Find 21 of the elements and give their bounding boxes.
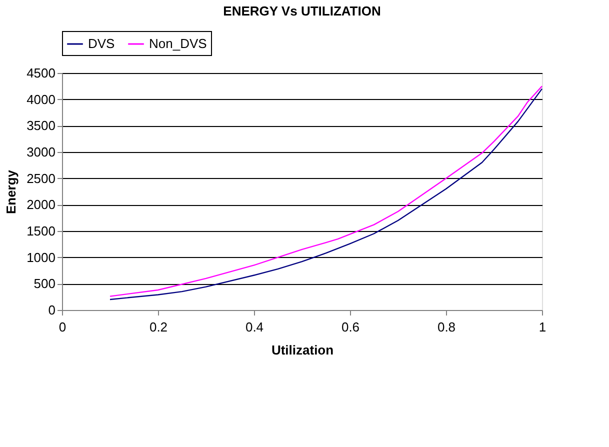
chart-title: ENERGY Vs UTILIZATION: [223, 4, 381, 18]
x-axis-title: Utilization: [271, 342, 334, 358]
y-tick-label: 1000: [26, 250, 56, 265]
legend-label: DVS: [88, 36, 116, 51]
x-tick-label: 0.6: [341, 320, 360, 334]
y-tick-label: 3500: [26, 118, 56, 134]
x-tick-label: 0: [58, 320, 66, 334]
y-axis-title: Energy: [4, 169, 19, 214]
y-tick-label: 2500: [26, 170, 56, 186]
y-tick-label: 0: [48, 302, 56, 318]
x-tick-label: 0.2: [149, 320, 168, 334]
y-tick-label: 2000: [26, 197, 56, 212]
y-tick-label: 3000: [26, 144, 56, 160]
x-tick-label: 1: [538, 320, 546, 334]
y-tick-label: 4000: [26, 92, 56, 107]
y-tick-label: 500: [34, 276, 56, 292]
y-tick-label: 1500: [26, 224, 56, 238]
y-tick-label: 4500: [26, 66, 56, 80]
x-tick-label: 0.8: [437, 320, 456, 334]
x-tick-label: 0.4: [245, 320, 264, 334]
legend-label: Non_DVS: [149, 36, 208, 51]
